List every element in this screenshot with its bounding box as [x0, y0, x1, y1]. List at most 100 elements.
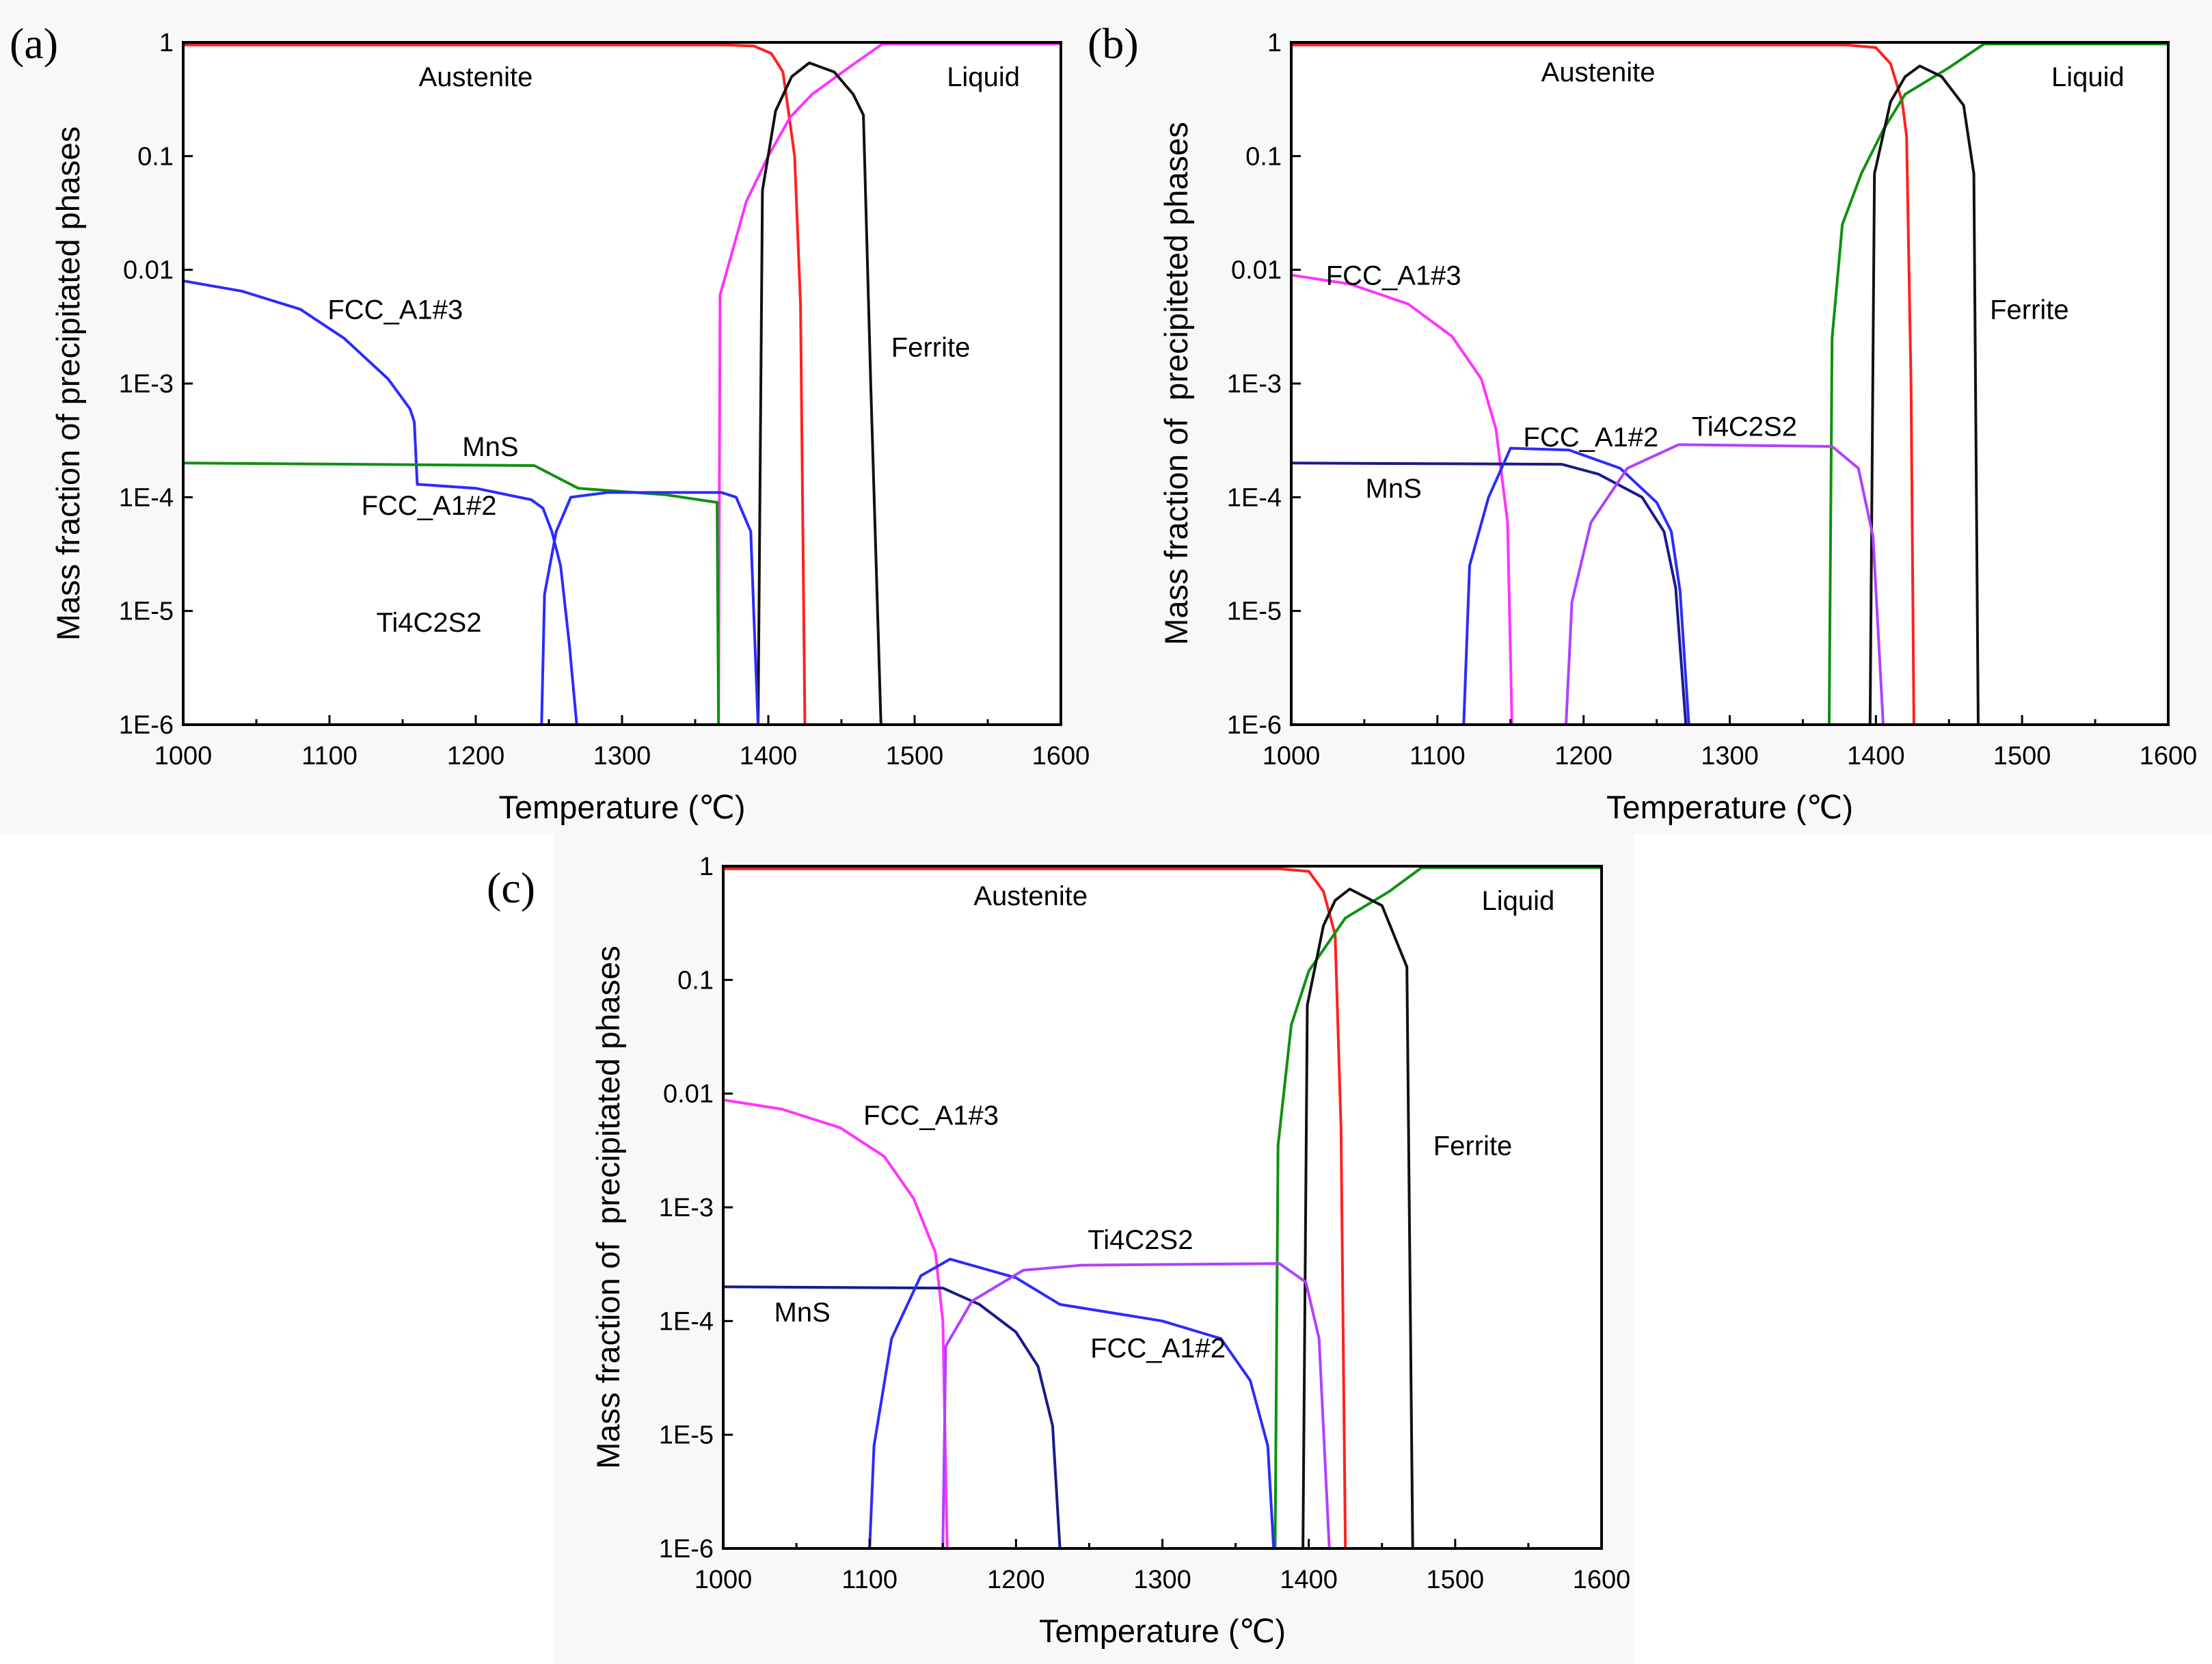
series-austenite-line — [723, 867, 1347, 1548]
panel-c-plot-area — [723, 866, 1602, 1548]
y-tick-label: 1 — [1267, 29, 1282, 57]
series-fcc-a1-3-line — [723, 1098, 949, 1548]
x-tick-label: 1400 — [1280, 1566, 1338, 1594]
x-tick-label: 1500 — [1427, 1566, 1485, 1594]
series-ferrite-line — [1868, 64, 1980, 725]
x-tick-label: 1400 — [740, 742, 798, 770]
phase-label-fcc-a1-2: FCC_A1#2 — [1523, 422, 1658, 453]
phase-label-ferrite: Ferrite — [1433, 1131, 1513, 1162]
phase-label-fcc-a1-3: FCC_A1#3 — [327, 295, 463, 325]
x-tick-label: 1100 — [1410, 742, 1466, 770]
panel-a: 1000 1100 1200 1300 1400 1500 1600 1E-6 1E-5 1E-4… — [0, 0, 1095, 834]
phase-label-fcc-a1-3: FCC_A1#3 — [863, 1101, 999, 1131]
x-tick-label: 1200 — [987, 1566, 1045, 1594]
y-tick-label: 1E-4 — [659, 1307, 714, 1336]
phase-label-ti4c2s2: Ti4C2S2 — [1088, 1225, 1193, 1255]
phase-label-liquid: Liquid — [1482, 886, 1555, 916]
y-tick-label: 1E-5 — [1227, 598, 1282, 626]
y-tick-label: 0.1 — [137, 142, 174, 171]
y-tick-label: 0.01 — [1231, 256, 1282, 285]
panel-b-plot-area — [1291, 42, 2168, 725]
x-tick-label: 1000 — [1263, 742, 1321, 770]
x-tick-label: 1600 — [1573, 1566, 1631, 1594]
panel-c-x-axis-label: Temperature (℃) — [1039, 1613, 1286, 1649]
y-tick-label: 1E-4 — [119, 483, 174, 512]
series-fcc-a1-2-line — [540, 491, 759, 725]
series-fcc-a1-2-line — [1462, 446, 1690, 725]
series-liquid-line — [717, 42, 1061, 725]
panel-b-letter: (b) — [1088, 19, 1139, 68]
panel-c-y-axis-label: Mass fraction of precipitated phases — [590, 945, 626, 1468]
phase-label-austenite: Austenite — [973, 881, 1088, 911]
phase-label-austenite: Austenite — [1541, 57, 1656, 88]
x-tick-label: 1300 — [1701, 742, 1759, 770]
phase-label-mns: MnS — [462, 432, 518, 462]
phase-label-mns: MnS — [774, 1298, 831, 1328]
y-tick-label: 1 — [159, 29, 174, 57]
series-mns-line — [1291, 461, 1688, 725]
phase-label-mns: MnS — [1366, 474, 1422, 504]
series-ferrite-line — [757, 62, 882, 725]
x-tick-label: 1000 — [154, 742, 213, 770]
phase-label-fcc-a1-2: FCC_A1#2 — [362, 491, 497, 521]
phase-label-ferrite: Ferrite — [1990, 295, 2069, 325]
x-tick-label: 1300 — [593, 742, 651, 770]
y-tick-label: 1E-5 — [119, 598, 174, 626]
y-tick-label: 1E-6 — [119, 711, 174, 740]
series-fcc-a1-2-line — [868, 1257, 1276, 1548]
y-tick-label: 0.01 — [123, 256, 174, 285]
panel-c-letter: (c) — [487, 863, 535, 912]
y-tick-label: 1E-4 — [1227, 483, 1282, 512]
series-austenite-line — [183, 43, 807, 725]
series-ti4c2s2-line — [941, 1262, 1331, 1548]
phase-label-liquid: Liquid — [2051, 62, 2125, 92]
series-liquid-line — [1273, 866, 1602, 1548]
panel-a-series-group — [183, 42, 1061, 725]
panel-a-plot-area — [183, 42, 1061, 725]
x-tick-label: 1200 — [447, 742, 505, 770]
y-tick-label: 1E-3 — [119, 370, 174, 399]
panel-b-y-axis-label: Mass fraction of precipiteted phases — [1158, 122, 1194, 645]
phase-label-fcc-a1-2: FCC_A1#2 — [1090, 1334, 1226, 1364]
x-tick-label: 1100 — [301, 742, 358, 770]
y-tick-label: 1E-6 — [1227, 711, 1282, 740]
phase-label-ti4c2s2: Ti4C2S2 — [376, 608, 481, 638]
panel-a-letter: (a) — [10, 19, 58, 68]
y-tick-label: 1E-3 — [659, 1194, 714, 1222]
phase-label-liquid: Liquid — [947, 62, 1020, 92]
panel-a-y-axis-label: Mass fraction of precipitated phases — [50, 126, 86, 641]
panel-c: 1000 1100 1200 1300 1400 1500 1600 1E-6 1E-5 1E-4… — [487, 834, 1634, 1664]
y-tick-label: 1E-6 — [659, 1535, 714, 1564]
panel-a-x-axis-label: Temperature (℃) — [499, 789, 746, 825]
panel-b-x-axis-label: Temperature (℃) — [1606, 789, 1853, 825]
x-tick-label: 1500 — [886, 742, 944, 770]
x-tick-label: 1600 — [1032, 742, 1090, 770]
y-tick-label: 1E-3 — [1227, 370, 1282, 399]
y-tick-label: 1 — [699, 853, 714, 881]
series-mns-line — [723, 1285, 1062, 1548]
series-ti4c2s2-line — [1565, 443, 1885, 725]
series-austenite-line — [1291, 43, 1915, 725]
phase-label-ferrite: Ferrite — [891, 332, 971, 362]
x-tick-label: 1500 — [1993, 742, 2051, 770]
x-tick-label: 1200 — [1554, 742, 1613, 770]
x-tick-label: 1100 — [841, 1566, 898, 1594]
panel-b: 1000 1100 1200 1300 1400 1500 1600 1E-6 1E-5 1E-4… — [1088, 0, 2212, 834]
x-tick-label: 1600 — [2140, 742, 2198, 770]
y-tick-label: 0.01 — [663, 1080, 714, 1109]
y-tick-label: 0.1 — [1245, 142, 1282, 171]
series-fcc-a1-3-line — [1291, 273, 1513, 725]
phase-label-ti4c2s2: Ti4C2S2 — [1692, 412, 1797, 442]
y-tick-label: 0.1 — [677, 966, 714, 995]
series-fcc-a1-3-line — [183, 279, 578, 725]
panel-c-series-group — [723, 866, 1602, 1548]
series-ferrite-line — [1301, 887, 1414, 1548]
x-tick-label: 1400 — [1847, 742, 1905, 770]
x-tick-label: 1300 — [1133, 1566, 1191, 1594]
x-tick-label: 1000 — [694, 1566, 753, 1594]
phase-label-austenite: Austenite — [419, 62, 533, 92]
phase-label-fcc-a1-3: FCC_A1#3 — [1326, 260, 1461, 291]
panel-b-series-group — [1291, 42, 2168, 725]
y-tick-label: 1E-5 — [659, 1421, 714, 1450]
